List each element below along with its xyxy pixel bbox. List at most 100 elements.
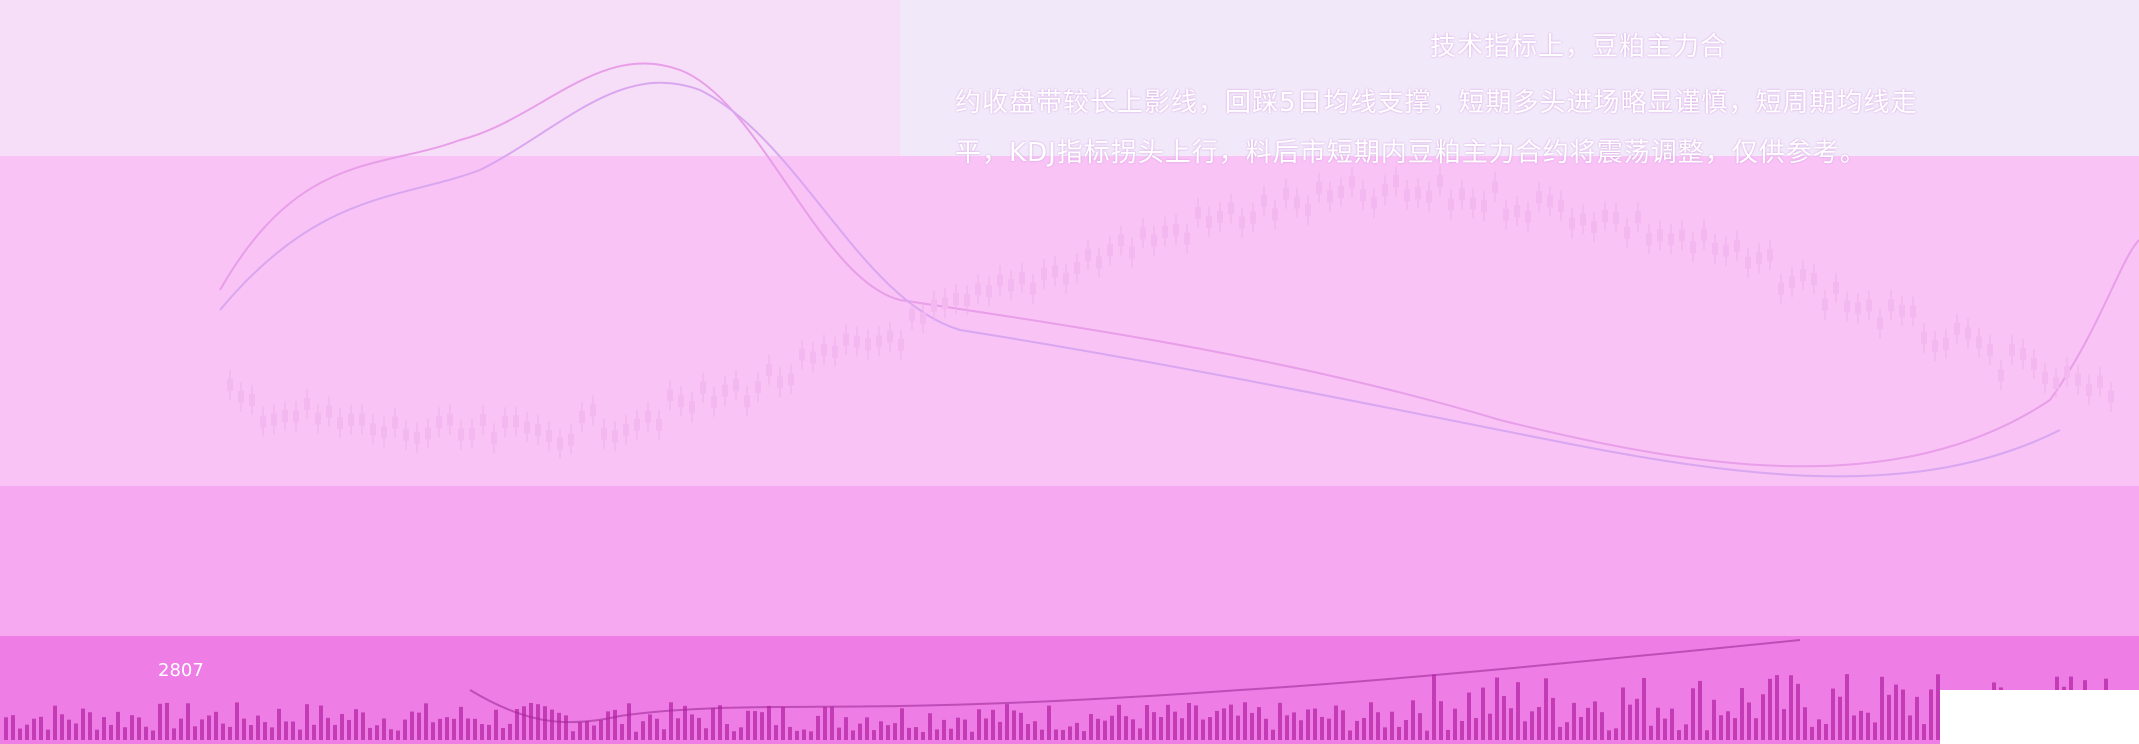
volume-bar [648, 714, 652, 740]
volume-bar [1922, 724, 1926, 740]
volume-bar [1341, 710, 1345, 740]
volume-bar [1236, 715, 1240, 740]
volume-bar [228, 726, 232, 740]
ma-line [219, 62, 2139, 468]
volume-bar [1187, 702, 1191, 740]
candle-body [403, 428, 409, 441]
volume-bar [1607, 730, 1611, 740]
volume-bar [1320, 716, 1324, 740]
volume-bar [1369, 702, 1373, 740]
candle-body [810, 351, 816, 364]
candle-body [1228, 202, 1234, 215]
candle-body [1437, 174, 1443, 187]
candle-body [634, 418, 640, 431]
candle-body [1283, 187, 1289, 200]
candle-body [480, 414, 486, 427]
candle-body [986, 285, 992, 298]
volume-bar [1215, 710, 1219, 740]
ma-line [219, 81, 2061, 478]
volume-bar [1635, 698, 1639, 740]
candle-body [1481, 200, 1487, 213]
volume-bar [1754, 718, 1758, 740]
volume-bar [1292, 712, 1296, 740]
volume-bar [249, 725, 253, 740]
candle-body [392, 416, 398, 429]
volume-bar [298, 729, 302, 740]
volume-bar [277, 708, 281, 740]
volume-bar [1194, 705, 1198, 740]
volume-bar [326, 717, 330, 740]
volume-bar [1355, 720, 1359, 740]
volume-bar [1390, 711, 1394, 740]
commentary-line: 技术指标上，豆粕主力合 [1430, 32, 1728, 62]
volume-bar [1481, 687, 1485, 740]
volume-bar [564, 715, 568, 740]
volume-bar [956, 717, 960, 740]
candle-body [2053, 377, 2059, 390]
volume-bar [417, 712, 421, 740]
volume-bar [18, 728, 22, 740]
candle-body [1019, 271, 1025, 284]
volume-bar [1425, 730, 1429, 740]
volume-bar [767, 705, 771, 740]
candle-body [414, 431, 420, 444]
volume-bar [732, 731, 736, 740]
volume-bar [1334, 705, 1338, 740]
candle-body [1580, 213, 1586, 226]
candle-body [1602, 210, 1608, 223]
volume-bar [53, 705, 57, 740]
volume-bar [1327, 718, 1331, 740]
candle-body [1624, 226, 1630, 239]
volume-bar [242, 718, 246, 740]
candle-body [469, 427, 475, 440]
volume-bar [1803, 707, 1807, 740]
volume-bar [375, 725, 379, 740]
candle-body [348, 413, 354, 426]
candle-body [821, 343, 827, 356]
volume-bar [179, 718, 183, 740]
volume-bar [1572, 702, 1576, 740]
candle-body [238, 390, 244, 403]
volume-axis-label: 2807 [158, 660, 204, 681]
volume-bar [1810, 726, 1814, 740]
candle-body [513, 415, 519, 428]
volume-bar [1600, 712, 1604, 740]
candle-body [535, 424, 541, 437]
volume-bar [872, 730, 876, 740]
candle-body [1305, 204, 1311, 217]
volume-bar [431, 722, 435, 740]
volume-bar [74, 723, 78, 740]
volume-bar [1544, 678, 1548, 740]
candle-body [1976, 336, 1982, 349]
candle-body [909, 308, 915, 321]
volume-bar [1866, 712, 1870, 740]
volume-bar [1523, 721, 1527, 740]
volume-bar [753, 711, 757, 740]
volume-bar [473, 718, 477, 740]
volume-bar [1089, 713, 1093, 740]
volume-bar [1061, 729, 1065, 740]
candle-body [1855, 302, 1861, 315]
volume-bar [1936, 674, 1940, 740]
volume-bar [4, 717, 8, 740]
volume-bar [221, 723, 225, 740]
volume-bar [1656, 707, 1660, 740]
volume-bar [1502, 696, 1506, 740]
candle-body [447, 413, 453, 426]
volume-bar [1565, 722, 1569, 740]
candle-body [1503, 208, 1509, 221]
volume-bar [550, 709, 554, 740]
volume-bar [1040, 729, 1044, 740]
candle-body [1250, 211, 1256, 224]
volume-bar [1642, 677, 1646, 740]
volume-bar [1054, 729, 1058, 740]
candle-body [1811, 273, 1817, 286]
volume-bar [1131, 719, 1135, 740]
volume-bar [865, 717, 869, 740]
volume-bar [389, 729, 393, 740]
volume-bar [319, 705, 323, 740]
candle-body [1206, 215, 1212, 228]
candle-body [689, 401, 695, 414]
volume-bar [1747, 702, 1751, 740]
candle-body [1041, 267, 1047, 280]
